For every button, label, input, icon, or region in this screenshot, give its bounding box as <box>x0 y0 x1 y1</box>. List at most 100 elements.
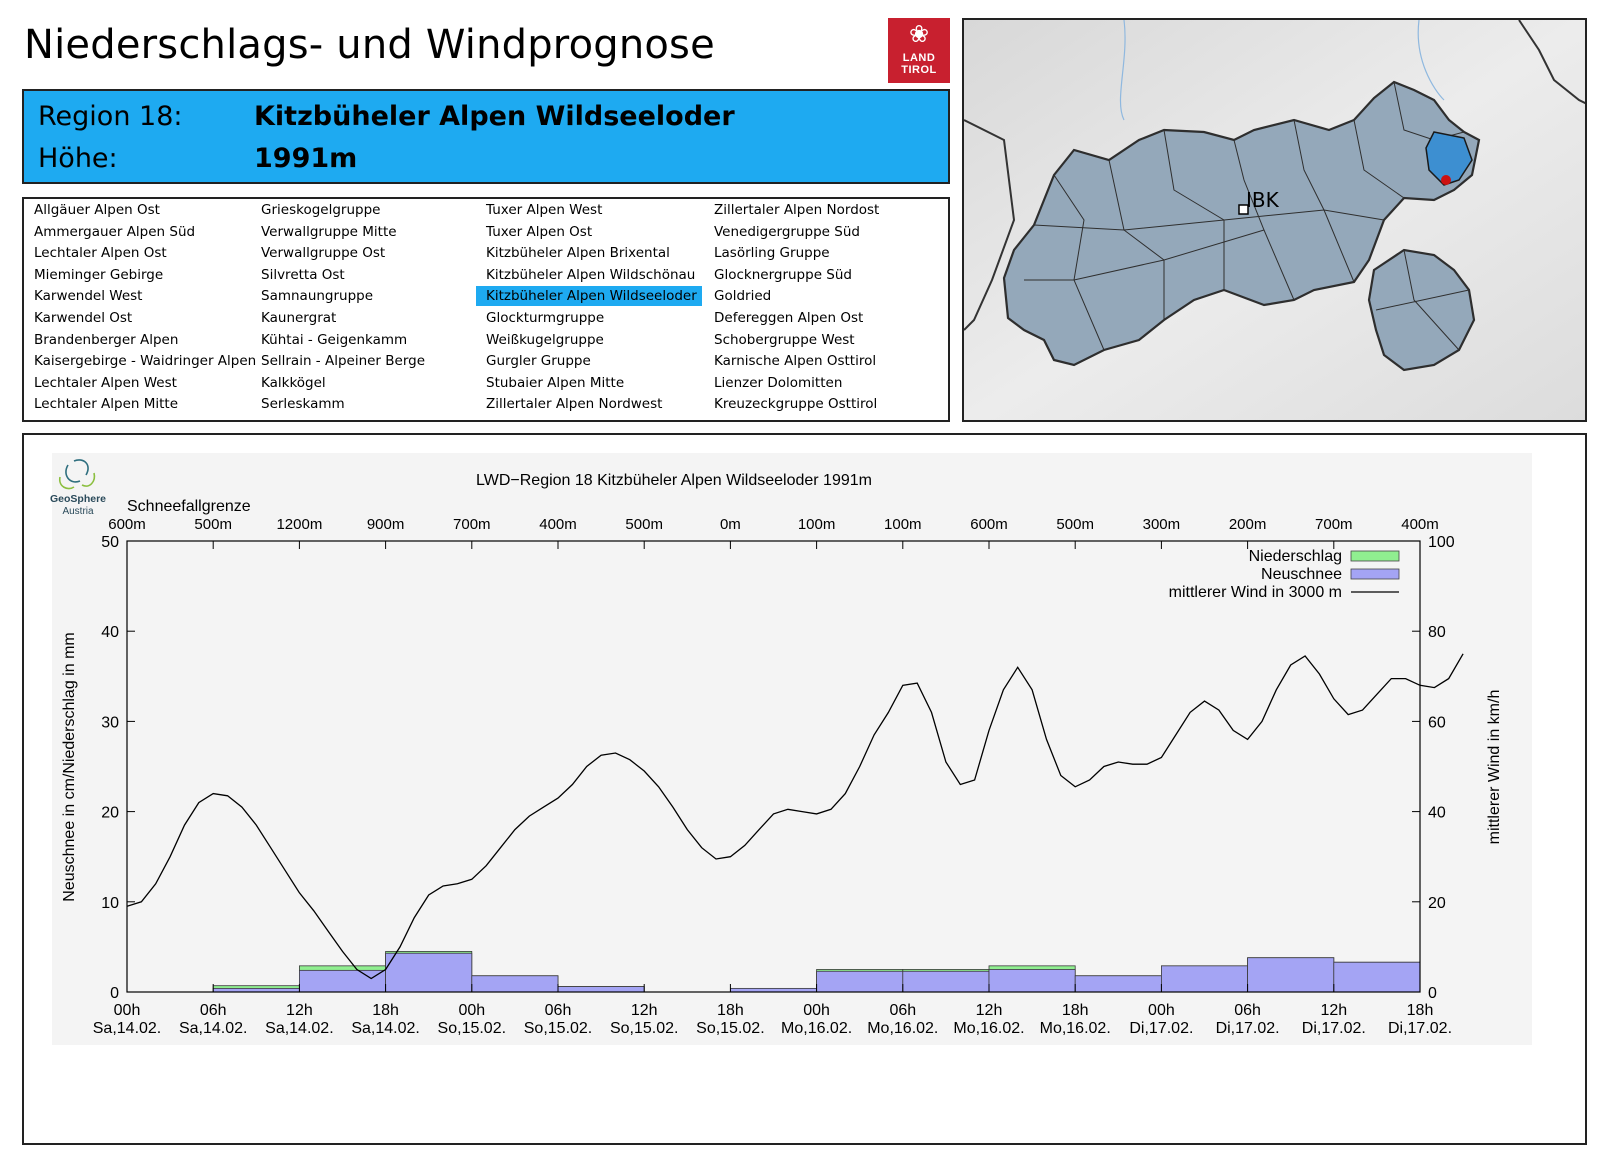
region-list-item[interactable]: Karwendel Ost <box>34 310 133 326</box>
snowline-value: 500m <box>625 516 663 533</box>
region-list-item[interactable]: Tuxer Alpen Ost <box>486 223 593 240</box>
y-tick-label: 20 <box>101 805 119 822</box>
neuschnee-bar <box>1074 975 1162 993</box>
region-list-item[interactable]: Kaisergebirge - Waidringer Alpen <box>34 353 257 370</box>
region-list-item[interactable]: Schobergruppe West <box>714 331 855 348</box>
region-list-item[interactable]: Lechtaler Alpen West <box>34 374 177 391</box>
snowline-value: 100m <box>798 516 836 533</box>
region-list-item[interactable]: Ammergauer Alpen Süd <box>34 223 196 240</box>
region-list-item[interactable]: Defereggen Alpen Ost <box>714 310 864 326</box>
region-list-item[interactable]: Mieminger Gebirge <box>34 266 164 283</box>
chart-title: LWD−Region 18 Kitzbüheler Alpen Wildseel… <box>476 472 872 489</box>
x-tick-date: So,15.02. <box>610 1020 679 1037</box>
y2-tick-label: 60 <box>1428 714 1446 731</box>
region-list-item[interactable]: Kreuzeckgruppe Osttirol <box>714 396 878 413</box>
height-value: 1991m <box>254 143 358 174</box>
region-list-item[interactable]: Weißkugelgruppe <box>486 331 604 348</box>
region-list-item[interactable]: Kitzbüheler Alpen Wildschönau <box>486 266 696 283</box>
region-list-item[interactable]: Serleskamm <box>261 396 345 413</box>
region-list-item[interactable]: Samnaungruppe <box>261 288 374 305</box>
city-label: IBK <box>1246 188 1280 212</box>
region-list-item[interactable]: Silvretta Ost <box>261 266 345 283</box>
axis-ticks: 0102030405002040608010000hSa,14.02.06hSa… <box>93 534 1455 1037</box>
snowline-value: 500m <box>194 516 232 533</box>
y-tick-label: 30 <box>101 714 119 731</box>
x-tick-hour: 18h <box>372 1002 399 1019</box>
y2-axis-label: mittlerer Wind in km/h <box>1486 690 1503 845</box>
eagle-icon: ❀ <box>908 20 930 48</box>
neuschnee-bar <box>298 969 386 993</box>
city-marker-icon <box>1238 204 1249 215</box>
x-tick-hour: 06h <box>200 1002 227 1019</box>
region-list-item[interactable]: Glocknergruppe Süd <box>714 266 852 283</box>
region-list-item[interactable]: Karnische Alpen Osttirol <box>714 353 877 370</box>
snowline-value: 100m <box>884 516 922 533</box>
x-tick-hour: 18h <box>1062 1002 1089 1019</box>
region-list-item[interactable]: Karwendel West <box>34 288 143 305</box>
x-tick-date: So,15.02. <box>438 1020 507 1037</box>
region-list-item[interactable]: Allgäuer Alpen Ost <box>34 202 160 218</box>
x-tick-hour: 12h <box>631 1002 658 1019</box>
region-list-item[interactable]: Verwallgruppe Ost <box>261 245 386 262</box>
geosphere-swirl-icon <box>58 459 96 490</box>
y2-tick-label: 0 <box>1428 985 1437 1002</box>
region-list-item[interactable]: Lechtaler Alpen Ost <box>34 245 167 262</box>
x-tick-date: Sa,14.02. <box>265 1020 334 1037</box>
region-list-item[interactable]: Lienzer Dolomitten <box>714 374 843 391</box>
region-boundaries <box>1024 81 1470 351</box>
neuschnee-bar <box>816 970 904 993</box>
height-label: Höhe: <box>38 143 118 174</box>
region-label: Region 18: <box>38 101 183 132</box>
region-list-item[interactable]: Tuxer Alpen West <box>486 202 603 218</box>
region-list-item[interactable]: Stubaier Alpen Mitte <box>486 374 625 391</box>
region-list-item[interactable]: Kühtai - Geigenkamm <box>261 331 408 348</box>
x-tick-hour: 00h <box>1148 1002 1175 1019</box>
snowline-value: 200m <box>1229 516 1267 533</box>
geosphere-logo: GeoSphere Austria <box>50 459 106 517</box>
x-tick-date: Di,17.02. <box>1302 1020 1366 1037</box>
x-tick-date: So,15.02. <box>524 1020 593 1037</box>
x-tick-date: Di,17.02. <box>1216 1020 1280 1037</box>
region-list-item[interactable]: Kitzbüheler Alpen Brixental <box>486 245 670 262</box>
snowline-value: 600m <box>970 516 1008 533</box>
region-list-item[interactable]: Goldried <box>714 288 772 305</box>
region-list-item[interactable]: Venedigergruppe Süd <box>714 223 860 240</box>
legend-neuschnee-swatch <box>1350 568 1400 580</box>
region-list-item[interactable]: Lasörling Gruppe <box>714 245 830 262</box>
region-list-item[interactable]: Kitzbüheler Alpen Wildseeloder <box>476 286 702 307</box>
region-list-item[interactable]: Zillertaler Alpen Nordwest <box>486 396 663 413</box>
snowline-value: 700m <box>1315 516 1353 533</box>
region-list-item[interactable]: Sellrain - Alpeiner Berge <box>261 353 426 370</box>
x-tick-date: Mo,16.02. <box>867 1020 938 1037</box>
location-marker-icon <box>1441 175 1451 185</box>
snowline-label: Schneefallgrenze <box>127 498 251 515</box>
bars <box>212 951 1421 993</box>
y-tick-label: 0 <box>110 985 119 1002</box>
x-tick-hour: 12h <box>1320 1002 1347 1019</box>
region-list-item[interactable]: Kalkkögel <box>261 374 326 391</box>
river-lines <box>1119 20 1445 121</box>
region-list-item[interactable]: Grieskogelgruppe <box>261 202 381 218</box>
wind-series-line <box>126 653 1464 980</box>
x-tick-date: Sa,14.02. <box>179 1020 248 1037</box>
y-tick-label: 40 <box>101 624 119 641</box>
y-tick-label: 50 <box>101 534 119 551</box>
x-tick-hour: 00h <box>114 1002 141 1019</box>
neuschnee-bar <box>557 986 645 993</box>
region-list-item[interactable]: Kaunergrat <box>261 310 337 326</box>
region-list-item[interactable]: Brandenberger Alpen <box>34 331 179 348</box>
region-list-item[interactable]: Gurgler Gruppe <box>486 353 591 370</box>
x-tick-hour: 12h <box>286 1002 313 1019</box>
x-tick-hour: 06h <box>545 1002 572 1019</box>
region-list-item[interactable]: Zillertaler Alpen Nordost <box>714 202 880 218</box>
region-list-item[interactable]: Glockturmgruppe <box>486 310 605 326</box>
x-tick-hour: 12h <box>976 1002 1003 1019</box>
snowline-value: 900m <box>367 516 405 533</box>
x-tick-hour: 18h <box>717 1002 744 1019</box>
region-name: Kitzbüheler Alpen Wildseeloder <box>254 101 735 132</box>
legend-neuschnee: Neuschnee <box>1261 566 1342 583</box>
neuschnee-bar <box>471 975 559 993</box>
x-tick-date: So,15.02. <box>696 1020 765 1037</box>
region-list-item[interactable]: Lechtaler Alpen Mitte <box>34 396 179 413</box>
region-list-item[interactable]: Verwallgruppe Mitte <box>261 223 397 240</box>
